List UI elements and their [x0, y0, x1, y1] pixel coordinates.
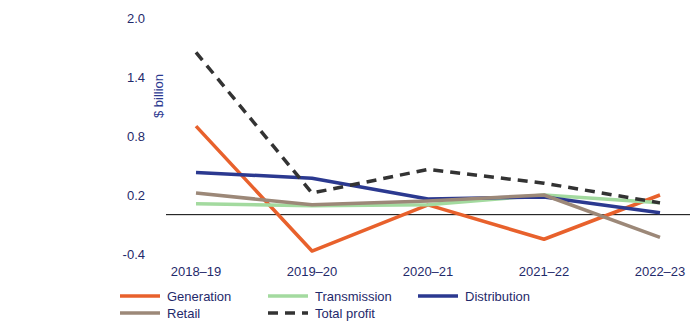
series-line: [196, 193, 660, 237]
x-tick-label: 2021–22: [519, 264, 570, 279]
x-tick-label: 2018–19: [171, 264, 222, 279]
y-tick-label: 1.4: [127, 70, 145, 85]
legend-label: Transmission: [315, 289, 392, 304]
legend-swatch: [418, 294, 458, 298]
y-tick-label: 0.2: [127, 188, 145, 203]
series-line: [196, 52, 660, 202]
legend-label: Retail: [167, 306, 200, 321]
x-tick-label: 2020–21: [403, 264, 454, 279]
y-tick-label: 0.8: [127, 129, 145, 144]
x-tick-label: 2022–23: [635, 264, 686, 279]
legend-swatch: [268, 311, 308, 315]
legend-label: Total profit: [315, 306, 375, 321]
chart: -0.4 0.2 0.8 1.4 2.0 $ billion 2018–19 2019–20 2…: [0, 0, 700, 325]
x-tick-label: 2019–20: [287, 264, 338, 279]
series-line: [196, 126, 660, 251]
legend-swatch: [268, 294, 308, 298]
lines: [196, 52, 660, 251]
legend-label: Generation: [167, 289, 231, 304]
legend-label: Distribution: [465, 289, 530, 304]
legend-swatch: [120, 311, 160, 315]
legend-swatch: [120, 294, 160, 298]
y-axis-title: $ billion: [151, 74, 166, 118]
y-tick-label: 2.0: [127, 11, 145, 26]
y-tick-label: -0.4: [123, 247, 145, 262]
